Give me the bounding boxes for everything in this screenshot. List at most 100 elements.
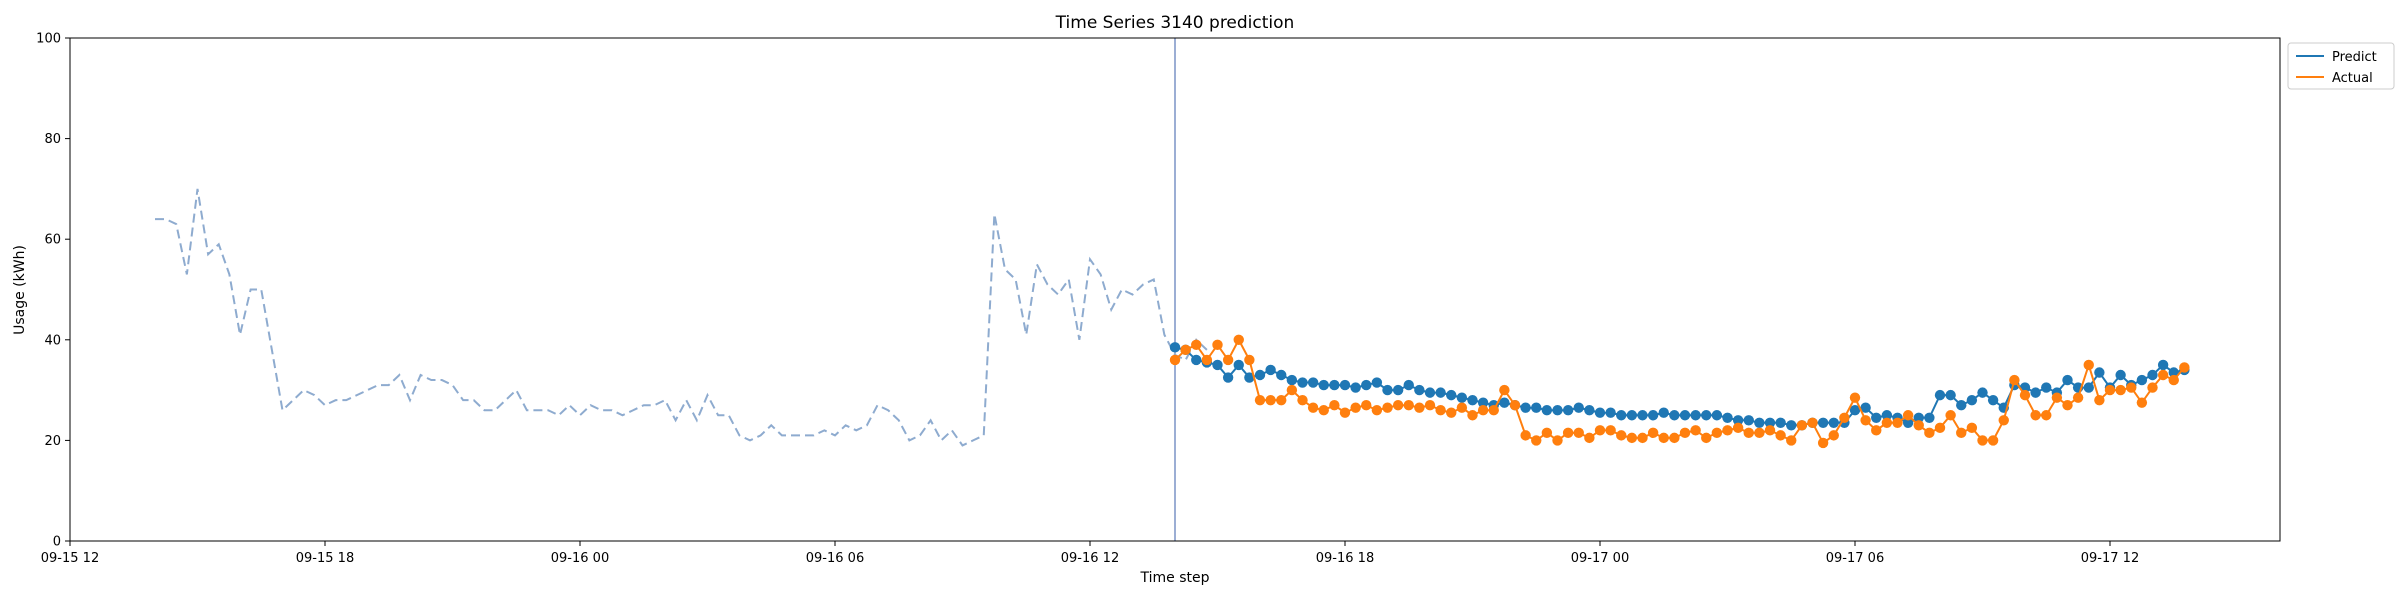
predict-point (1520, 402, 1531, 413)
predict-point (1233, 359, 1244, 371)
actual-point (2009, 374, 2020, 386)
predict-point (2147, 369, 2158, 381)
predict-point (2168, 367, 2179, 378)
actual-point (1743, 427, 1754, 439)
actual-point (1541, 427, 1553, 439)
predict-point (1265, 364, 1276, 376)
actual-point (1690, 425, 1701, 436)
predict-point (1881, 410, 1893, 421)
actual-point (2062, 399, 2073, 411)
actual-point (1339, 407, 1351, 418)
predict-point (1307, 377, 1319, 388)
actual-point (1934, 422, 1946, 434)
actual-point (1732, 422, 1744, 434)
x-tick-label: 09-16 00 (551, 551, 609, 566)
predict-point (1786, 420, 1797, 431)
actual-point (1212, 339, 1223, 351)
predict-point (1254, 369, 1266, 381)
predict-point (1276, 369, 1287, 381)
predict-point (1605, 407, 1616, 418)
predict-point (1669, 410, 1680, 421)
predict-point (1817, 417, 1829, 428)
predict-point (1562, 405, 1574, 416)
actual-point (1265, 394, 1276, 406)
x-tick-label: 09-15 12 (41, 551, 99, 566)
actual-point (1562, 427, 1574, 439)
actual-point (1286, 384, 1298, 396)
predict-point (2136, 374, 2148, 386)
actual-point (1987, 435, 1999, 446)
actual-point (1488, 405, 1499, 416)
actual-point (1435, 405, 1446, 416)
predict-point (1350, 382, 1361, 393)
y-tick-label: 40 (44, 333, 61, 348)
actual-point (1860, 415, 1871, 426)
x-tick-label: 09-16 12 (1061, 551, 1119, 566)
actual-point (1307, 402, 1319, 413)
actual-point (1254, 394, 1266, 406)
predict-point (1934, 389, 1946, 401)
actual-point (1222, 354, 1234, 366)
predict-point (1297, 377, 1308, 388)
actual-point (1350, 402, 1361, 413)
actual-point (1276, 394, 1287, 406)
predict-point (2083, 382, 2094, 393)
actual-point (1594, 425, 1606, 436)
actual-point (1647, 427, 1659, 439)
actual-point (2136, 397, 2148, 408)
y-tick-label: 60 (44, 233, 61, 248)
actual-point (1626, 432, 1638, 444)
actual-point (1169, 354, 1181, 366)
chart-title: Time Series 3140 prediction (1055, 13, 1295, 33)
predict-point (1477, 397, 1489, 408)
actual-point (1191, 339, 1202, 351)
actual-point (1446, 407, 1457, 418)
actual-point (2126, 382, 2137, 393)
actual-point (2115, 384, 2126, 396)
actual-point (1658, 432, 1669, 444)
predict-point (1722, 412, 1733, 423)
predict-point (1902, 417, 1914, 428)
y-axis-label: Usage (kWh) (12, 245, 28, 335)
history-line (155, 188, 1208, 447)
y-tick-label: 80 (44, 132, 61, 147)
predict-point (1191, 354, 1202, 366)
actual-point (1807, 417, 1818, 428)
actual-point (2168, 374, 2179, 386)
predict-point (1764, 417, 1776, 428)
actual-point (2041, 410, 2052, 421)
actual-point (1456, 402, 1468, 413)
actual-point (1754, 427, 1765, 439)
x-tick-label: 09-16 18 (1316, 551, 1374, 566)
plot-frame (69, 37, 2281, 542)
y-tick-label: 0 (53, 535, 61, 550)
actual-point (1329, 399, 1340, 411)
actual-point (2019, 389, 2031, 401)
actual-point (1616, 430, 1627, 441)
actual-point (1892, 417, 1903, 428)
actual-point (1520, 430, 1531, 441)
actual-point (2051, 392, 2063, 403)
actual-point (1201, 354, 1213, 366)
predict-point (1361, 379, 1372, 391)
actual-point (1244, 354, 1255, 366)
actual-point (1998, 415, 2009, 426)
predict-point (1701, 410, 1712, 421)
legend-label-actual: Actual (2332, 71, 2373, 86)
predict-point (1956, 399, 1967, 411)
actual-point (2104, 384, 2116, 396)
actual-point (1924, 427, 1935, 439)
predict-point (1573, 402, 1584, 413)
x-tick-label: 09-15 18 (296, 551, 354, 566)
actual-point (1499, 384, 1510, 396)
axis-layer: 0 20 40 60 80 100 09-15 12 09-15 18 09-16 00 09-1… (36, 32, 2139, 567)
predict-point (1456, 392, 1468, 403)
x-tick-label: 09-17 12 (2081, 551, 2139, 566)
actual-point (1902, 410, 1914, 421)
actual-point (1477, 405, 1489, 416)
actual-point (1424, 399, 1436, 411)
predict-point (1987, 394, 1999, 406)
predict-point (1913, 412, 1924, 423)
actual-point (1796, 420, 1808, 431)
